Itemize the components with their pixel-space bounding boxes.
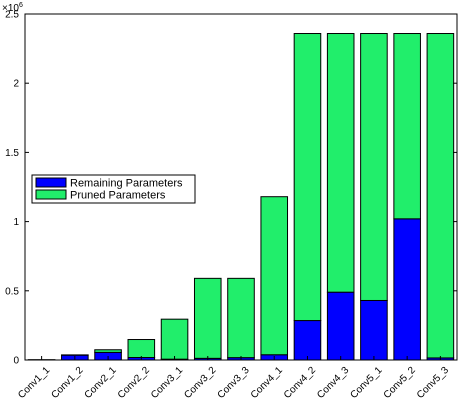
legend-label-pruned: Pruned Parameters [70,190,166,202]
x-tick-label: Conv1_1 [16,365,52,401]
y-tick-label: 0.5 [5,286,19,297]
x-tick-label: Conv4_1 [249,365,285,401]
bar-pruned-conv2-1 [94,349,122,353]
y-tick-label: 0 [13,356,19,367]
y-tick-label: 2.5 [5,10,19,21]
bar-remaining-conv4-3 [326,291,355,361]
x-tick-label: Conv3_3 [216,365,252,401]
y-axis: 0 0.5 1 1.5 2 2.5 [5,10,457,367]
bar-pruned-conv4-2 [293,33,322,322]
bar-pruned-conv3-1 [160,318,189,360]
y-tick-label: 1 [13,217,19,228]
x-tick-label: Conv2_1 [83,365,119,401]
bar-remaining-conv4-2 [293,320,322,361]
x-tick-label: Conv5_1 [348,365,384,401]
bar-pruned-conv4-1 [260,196,289,356]
y-exponent-power: 6 [19,2,23,9]
bar-pruned-conv4-3 [326,33,355,293]
x-tick-label: Conv4_2 [282,365,318,401]
x-tick-label: Conv5_2 [382,365,418,401]
bar-pruned-conv5-2 [393,33,421,220]
bar-pruned-conv5-3 [426,33,455,359]
bar-pruned-conv3-3 [227,277,255,359]
x-tick-label: Conv4_3 [315,365,351,401]
bar-remaining-conv5-2 [393,218,421,361]
y-tick-label: 1.5 [5,148,19,159]
legend-swatch-pruned [35,189,67,200]
x-tick-label: Conv2_2 [116,365,152,401]
y-axis-exponent: ×106 [2,2,23,14]
x-tick-label: Conv3_2 [182,365,218,401]
y-exponent-base: ×10 [2,3,19,14]
x-axis: Conv1_1Conv1_2Conv2_1Conv2_2Conv3_1Conv3… [16,356,451,401]
bar-remaining-conv5-1 [360,299,388,361]
legend-swatch-remaining [35,177,67,188]
bars-group [27,33,455,361]
x-tick-label: Conv3_1 [149,365,185,401]
x-tick-label: Conv5_3 [415,365,451,401]
legend-label-remaining: Remaining Parameters [70,178,183,190]
bar-pruned-conv3-2 [193,277,222,359]
x-tick-label: Conv1_2 [49,365,85,401]
bar-pruned-conv2-2 [127,339,156,359]
y-tick-label: 2 [13,79,19,90]
bar-pruned-conv5-1 [360,33,388,301]
